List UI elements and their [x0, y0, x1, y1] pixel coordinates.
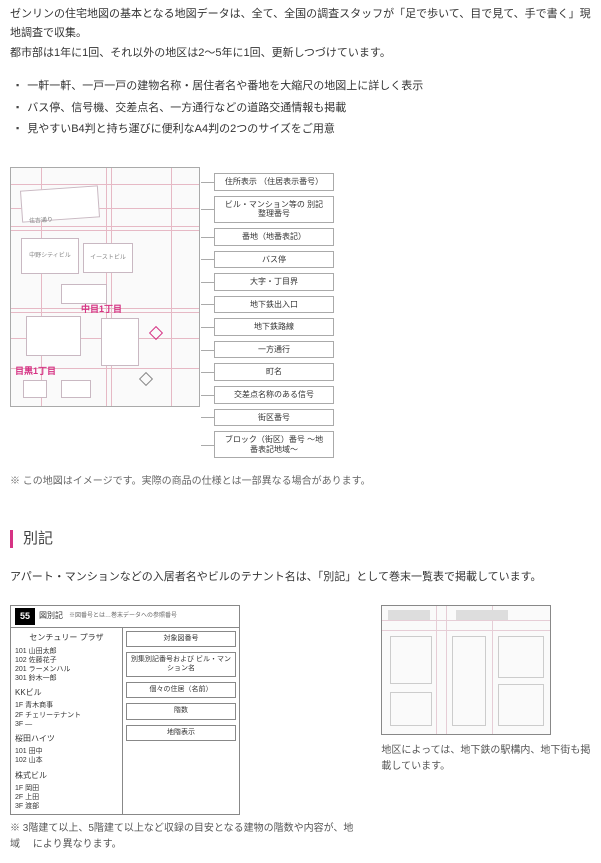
anno-entry: 102 佐藤花子	[15, 656, 118, 665]
anno-entry: 2F 上田	[15, 793, 118, 802]
section-heading: 別記	[10, 526, 591, 552]
annotation-badge: 55	[15, 608, 35, 625]
underground-map-box	[381, 605, 551, 735]
legend-item: 地下鉄出入口	[214, 296, 334, 314]
map-building: 中野シティビル	[21, 238, 79, 274]
annotation-left-col: 55 図別記 ※図番号とは…巻末データへの参照番号 センチュリー プラザ 101…	[10, 605, 353, 854]
heading-text: 別記	[23, 526, 53, 552]
anno-entry: 1F 青木商事	[15, 701, 118, 710]
legend-item: ブロック（街区）番号 〜地番表記地域〜	[214, 431, 334, 458]
anno-entry: 1F 岡田	[15, 784, 118, 793]
anno-side-box: 別集別記番号および ビル・マンション名	[126, 652, 236, 677]
annotation-header-sub: ※図番号とは…巻末データへの参照番号	[69, 611, 177, 621]
annotation-row: 55 図別記 ※図番号とは…巻末データへの参照番号 センチュリー プラザ 101…	[10, 605, 591, 854]
anno-entry: 102 山本	[15, 756, 118, 765]
anno-entry: 101 山田太郎	[15, 647, 118, 656]
legend-item: 番地（地番表記）	[214, 228, 334, 246]
legend-item: 交差点名称のある信号	[214, 386, 334, 404]
anno-entry: 301 鈴木一郎	[15, 674, 118, 683]
anno-group-title: 桜田ハイツ	[15, 732, 118, 746]
intro-line-1: ゼンリンの住宅地図の基本となる地図データは、全て、全国の調査スタッフが「足で歩い…	[10, 5, 591, 42]
anno-entry: 3F —	[15, 720, 118, 729]
map-legend: 住所表示 （住居表示番号） ビル・マンション等の 別記整理番号 番地（地番表記）…	[214, 167, 334, 463]
annotation-side-column: 対象図番号 別集別記番号および ビル・マンション名 個々の住居（名前） 階数 地…	[123, 628, 239, 815]
annotation-header-text: 図別記	[39, 609, 63, 623]
map-building	[61, 380, 91, 398]
legend-item: ビル・マンション等の 別記整理番号	[214, 196, 334, 223]
anno-entry: 2F チェリーテナント	[15, 711, 118, 720]
street-label: 住吉通り	[29, 216, 54, 227]
annotation-body: センチュリー プラザ 101 山田太郎 102 佐藤花子 201 ラーメンハル …	[11, 628, 239, 815]
anno-side-box: 階数	[126, 703, 236, 719]
map-building	[26, 316, 81, 356]
annotation-label-column: センチュリー プラザ 101 山田太郎 102 佐藤花子 201 ラーメンハル …	[11, 628, 123, 815]
anno-group-title: KKビル	[15, 686, 118, 700]
map-building	[101, 318, 139, 366]
annotation-lead: アパート・マンションなどの入居者名やビルのテナント名は、「別記」として巻末一覧表…	[10, 568, 591, 587]
intro-block: ゼンリンの住宅地図の基本となる地図データは、全て、全国の調査スタッフが「足で歩い…	[10, 5, 591, 63]
legend-item: 街区番号	[214, 409, 334, 427]
anno-side-box: 個々の住居（名前）	[126, 682, 236, 698]
legend-item: 一方通行	[214, 341, 334, 359]
map-section: 中野シティビル イーストビル 住吉通り 中目1丁目 目黒1丁目 住所表示 （住居…	[10, 167, 591, 463]
anno-side-box: 対象図番号	[126, 631, 236, 647]
district-label: 目黒1丁目	[15, 364, 56, 379]
annotation-header: 55 図別記 ※図番号とは…巻末データへの参照番号	[11, 606, 239, 628]
annotation-left-caption: ※ 3階建て以上、5階建て以上など収録の目安となる建物の階数や内容が、地域 によ…	[10, 821, 353, 853]
anno-group-title: 株式ビル	[15, 769, 118, 783]
annotation-right-col: 地区によっては、地下鉄の駅構内、地下街も掲載しています。	[381, 605, 591, 775]
feature-item: 一軒一軒、一戸一戸の建物名称・居住者名や番地を大縮尺の地図上に詳しく表示	[16, 77, 591, 96]
annotation-table-box: 55 図別記 ※図番号とは…巻末データへの参照番号 センチュリー プラザ 101…	[10, 605, 240, 816]
map-diagram: 中野シティビル イーストビル 住吉通り 中目1丁目 目黒1丁目	[10, 167, 200, 407]
legend-item: 住所表示 （住居表示番号）	[214, 173, 334, 191]
heading-accent-bar	[10, 530, 13, 548]
legend-item: 町名	[214, 363, 334, 381]
anno-entry: 101 田中	[15, 747, 118, 756]
anno-group-title: センチュリー プラザ	[15, 631, 118, 645]
map-building	[23, 380, 47, 398]
intro-line-2: 都市部は1年に1回、それ以外の地区は2〜5年に1回、更新しつづけています。	[10, 44, 591, 63]
annotation-right-caption: 地区によっては、地下鉄の駅構内、地下街も掲載しています。	[381, 743, 591, 775]
map-building: イーストビル	[83, 243, 133, 273]
legend-item: 大字・丁目界	[214, 273, 334, 291]
anno-entry: 3F 渡部	[15, 802, 118, 811]
feature-item: 見やすいB4判と持ち運びに便利なA4判の2つのサイズをご用意	[16, 120, 591, 139]
feature-list: 一軒一軒、一戸一戸の建物名称・居住者名や番地を大縮尺の地図上に詳しく表示 バス停…	[16, 77, 591, 139]
anno-entry: 201 ラーメンハル	[15, 665, 118, 674]
legend-item: バス停	[214, 251, 334, 269]
legend-item: 地下鉄路線	[214, 318, 334, 336]
map-building	[61, 284, 107, 304]
feature-item: バス停、信号機、交差点名、一方通行などの道路交通情報も掲載	[16, 99, 591, 118]
district-label: 中目1丁目	[81, 302, 122, 317]
map-caption: ※ この地図はイメージです。実際の商品の仕様とは一部異なる場合があります。	[10, 473, 591, 490]
anno-side-box: 地階表示	[126, 725, 236, 741]
